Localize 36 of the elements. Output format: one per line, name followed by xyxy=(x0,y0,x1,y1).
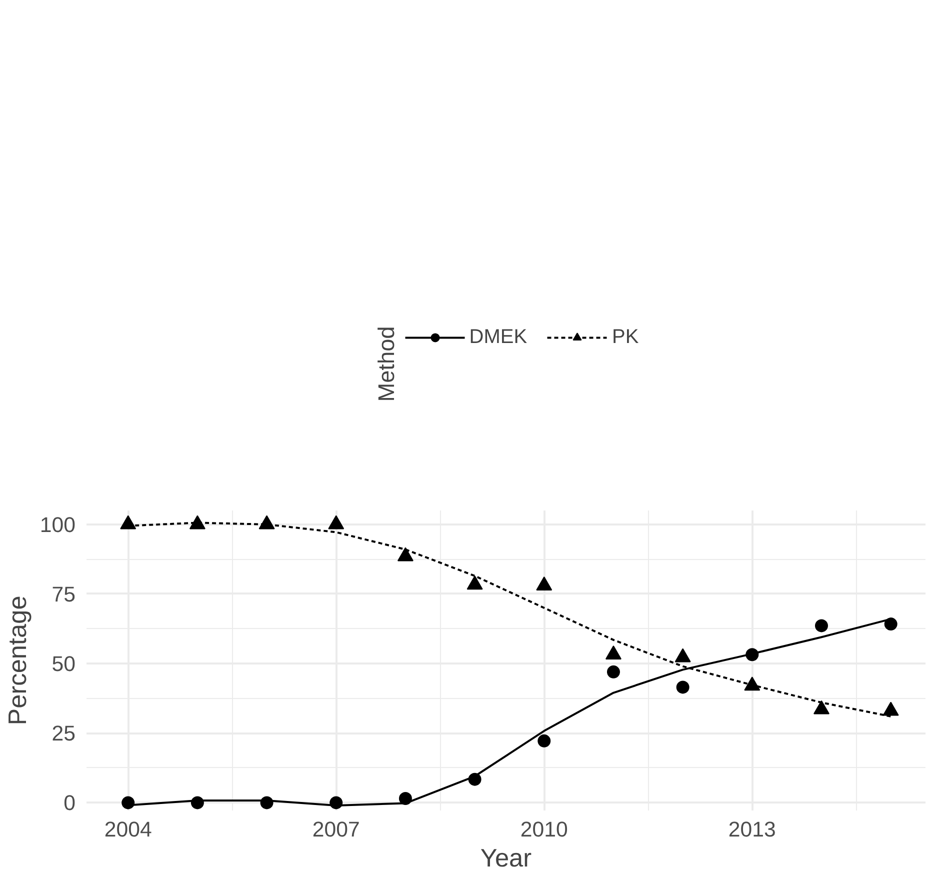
point xyxy=(676,680,690,694)
point xyxy=(606,665,620,678)
y-tick-label: 100 xyxy=(40,512,76,537)
y-tick-label: 25 xyxy=(52,722,76,746)
point xyxy=(122,796,135,810)
point xyxy=(466,576,483,590)
point xyxy=(260,796,274,810)
legend-label: DMEK xyxy=(469,326,528,349)
point xyxy=(674,648,691,662)
x-tick-label: 2010 xyxy=(520,818,568,842)
point xyxy=(120,515,136,530)
point xyxy=(398,792,412,806)
point xyxy=(538,734,551,748)
y-axis-title: Percentage xyxy=(4,596,32,726)
point xyxy=(536,576,552,590)
point xyxy=(744,676,760,691)
x-axis-title: Year xyxy=(480,844,532,872)
point xyxy=(190,796,204,810)
point xyxy=(746,648,759,662)
y-tick-label: 50 xyxy=(52,652,76,676)
point xyxy=(882,702,899,716)
point xyxy=(258,515,275,530)
point xyxy=(468,772,482,786)
x-tick-label: 2013 xyxy=(728,818,776,842)
point xyxy=(813,700,830,714)
point xyxy=(605,645,622,660)
y-tick-label: 0 xyxy=(64,791,76,816)
point xyxy=(189,515,206,530)
legend-title: Method xyxy=(372,326,400,402)
point xyxy=(328,515,344,530)
x-tick-label: 2004 xyxy=(104,818,152,842)
y-tick-label: 75 xyxy=(52,582,76,606)
x-tick-label: 2007 xyxy=(312,818,360,842)
point xyxy=(397,547,414,562)
point xyxy=(330,796,343,810)
legend-label: PK xyxy=(612,326,639,349)
